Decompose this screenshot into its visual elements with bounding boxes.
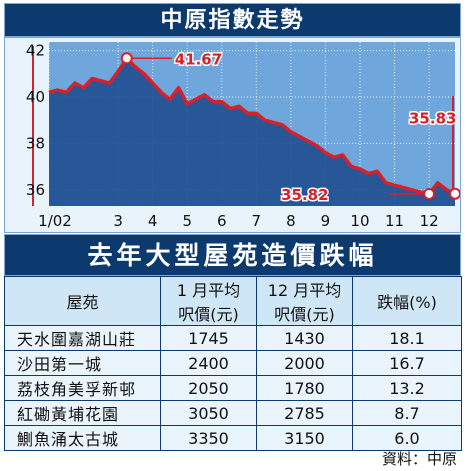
annotation-label: 35.83 [409, 110, 456, 128]
source-note: 資料：中原 [381, 450, 457, 468]
chart-title: 中原指數走勢 [4, 3, 461, 37]
x-tick-label: 5 [182, 212, 192, 230]
table-cell: 3150 [256, 425, 353, 451]
table-cell: 3050 [160, 400, 257, 426]
table-title: 去年大型屋苑造價跌幅 [4, 234, 461, 276]
x-tick-label: 11 [385, 212, 404, 230]
estate-name-cell: 荔枝角美孚新邨 [4, 375, 161, 401]
y-tick-label: 36 [26, 181, 45, 199]
chart-svg: 41.67 35.82 35.83 36 38 40 42 1/02 3 4 5 6 7 8 9 10 11 12 [26, 42, 461, 230]
annotation-marker [449, 187, 461, 200]
estate-name-cell: 紅磡黃埔花園 [4, 400, 161, 426]
annotation-label: 35.82 [281, 186, 328, 204]
series-area [49, 58, 455, 206]
table-cell: 8.7 [352, 400, 462, 426]
y-tick-label: 42 [26, 42, 45, 60]
estate-name-cell: 沙田第一城 [4, 350, 161, 376]
table-cell: 1780 [256, 375, 353, 401]
y-tick-label: 40 [26, 88, 45, 106]
table-header-cell: 屋苑 [4, 276, 161, 326]
estate-name-cell: 天水圍嘉湖山莊 [4, 325, 161, 351]
index-chart: 41.67 35.82 35.83 36 38 40 42 1/02 3 4 5 6 7 8 9 10 11 12 [4, 37, 461, 233]
x-tick-label: 8 [286, 212, 296, 230]
series-line [48, 56, 456, 196]
annotation-marker [120, 52, 133, 65]
estate-name-cell: 鰂魚涌太古城 [4, 425, 161, 451]
table-cell: 2400 [160, 350, 257, 376]
table-cell: 6.0 [352, 425, 462, 451]
x-tick-label: 12 [420, 212, 439, 230]
table-row: 荔枝角美孚新邨 2050 1780 13.2 [4, 375, 462, 401]
table-row: 紅磡黃埔花園 3050 2785 8.7 [4, 400, 462, 426]
x-tick-label: 7 [252, 212, 262, 230]
table-cell: 1430 [256, 325, 353, 351]
annotation-label: 41.67 [175, 50, 222, 68]
table-row: 沙田第一城 2400 2000 16.7 [4, 350, 462, 376]
table-cell: 2785 [256, 400, 353, 426]
x-tick-label: 3 [113, 212, 123, 230]
table-row: 鰂魚涌太古城 3350 3150 6.0 [4, 425, 462, 451]
x-tick-label: 1/02 [38, 212, 72, 230]
table-cell: 2000 [256, 350, 353, 376]
table-header-cell: 1 月平均 呎價(元) [160, 276, 257, 326]
table-cell: 1745 [160, 325, 257, 351]
x-tick-label: 9 [321, 212, 331, 230]
table-row: 天水圍嘉湖山莊 1745 1430 18.1 [4, 325, 462, 351]
table-header-cell: 12 月平均 呎價(元) [256, 276, 353, 326]
table-cell: 16.7 [352, 350, 462, 376]
x-tick-label: 6 [217, 212, 227, 230]
price-table: 屋苑 1 月平均 呎價(元) 12 月平均 呎價(元) 跌幅(%) 天水圍嘉湖山莊 17… [4, 276, 462, 451]
annotation-marker [423, 187, 436, 200]
x-tick-label: 10 [350, 212, 369, 230]
table-header-row: 屋苑 1 月平均 呎價(元) 12 月平均 呎價(元) 跌幅(%) [4, 276, 462, 326]
table-cell: 13.2 [352, 375, 462, 401]
table-cell: 2050 [160, 375, 257, 401]
table-header-cell: 跌幅(%) [352, 276, 462, 326]
table-cell: 3350 [160, 425, 257, 451]
table-cell: 18.1 [352, 325, 462, 351]
x-tick-label: 4 [148, 212, 158, 230]
y-tick-label: 38 [26, 134, 45, 152]
